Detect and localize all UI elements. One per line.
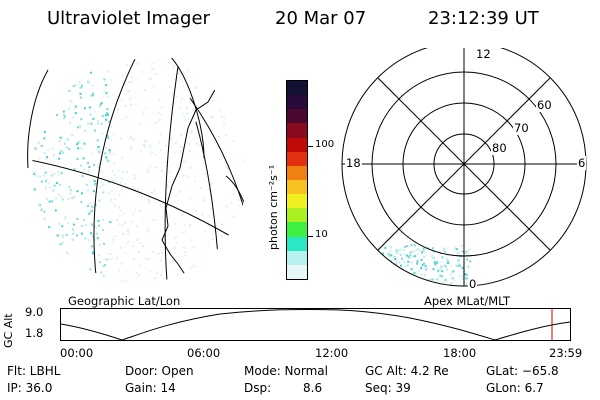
colorbar-segment: [287, 236, 307, 251]
colorbar-segment: [287, 81, 307, 96]
mlt-label-6: 6: [577, 156, 587, 170]
mlt-label-0: 0: [468, 277, 478, 291]
gc-alt-info: GC Alt: 4.2 Re: [365, 364, 449, 378]
glat-info: GLat: −65.8: [486, 364, 559, 378]
polar-map-label: Apex MLat/MLT: [424, 294, 511, 308]
observation-date: 20 Mar 07: [275, 8, 367, 29]
mlt-label-12: 12: [475, 47, 492, 61]
colorbar-segment: [287, 222, 307, 237]
mlat-label-80: 80: [491, 141, 508, 155]
mlt-label-18: 18: [345, 156, 362, 170]
colorbar-segment: [287, 179, 307, 195]
glon-info: GLon: 6.7: [486, 381, 544, 395]
uv-emission-speckle: [32, 59, 248, 283]
mlat-label-60: 60: [536, 98, 553, 112]
ip-info: IP: 36.0: [7, 381, 53, 395]
geographic-map: [27, 58, 248, 283]
mode-info: Mode: Normal: [244, 364, 328, 378]
instrument-title: Ultraviolet Imager: [47, 8, 210, 29]
altitude-ylabel: GC Alt: [2, 313, 15, 348]
door-info: Door: Open: [125, 364, 194, 378]
colorbar-tick-label-100: 100: [315, 139, 335, 150]
colorbar-segment: [287, 250, 307, 265]
colorbar-segment: [287, 194, 307, 209]
geographic-map-label: Geographic Lat/Lon: [68, 294, 181, 308]
dsp-value: 8.6: [303, 381, 323, 395]
colorbar-segment: [287, 208, 307, 223]
colorbar-tick-label-10: 10: [315, 229, 328, 240]
time-tick-2359: 23:59: [549, 346, 583, 360]
colorbar-segment: [287, 264, 307, 279]
time-tick-1200: 12:00: [315, 346, 349, 360]
filter-info: Flt: LBHL: [7, 364, 61, 378]
altitude-plot: [60, 308, 571, 341]
colorbar-segment: [287, 165, 307, 180]
altitude-tick-1-8: 1.8: [25, 326, 44, 340]
colorbar-segment: [287, 95, 307, 110]
colorbar-unit-label: photon cm⁻²s⁻¹: [267, 164, 280, 250]
gain-info: Gain: 14: [125, 381, 176, 395]
colorbar-segment: [287, 151, 307, 166]
colorbar: [286, 80, 308, 280]
colorbar-segment: [287, 137, 307, 152]
time-tick-0600: 06:00: [187, 346, 221, 360]
seq-info: Seq: 39: [365, 381, 411, 395]
colorbar-segment: [287, 123, 307, 138]
colorbar-tick-100: [307, 146, 313, 147]
altitude-tick-9: 9.0: [25, 305, 44, 319]
dsp-label: Dsp:: [244, 381, 272, 395]
colorbar-tick-10: [307, 236, 313, 237]
observation-time: 23:12:39 UT: [428, 8, 539, 29]
time-tick-1800: 18:00: [443, 346, 477, 360]
apex-polar-map: [341, 48, 587, 287]
colorbar-segment: [287, 109, 307, 124]
time-tick-0000: 00:00: [60, 346, 94, 360]
mlat-label-70: 70: [513, 121, 530, 135]
